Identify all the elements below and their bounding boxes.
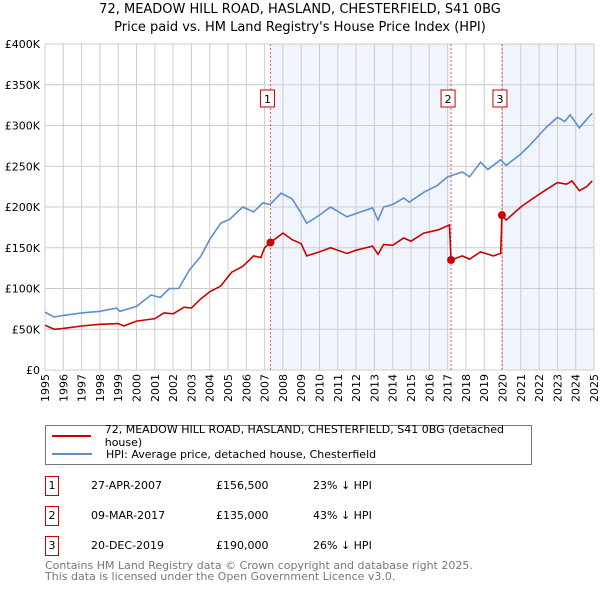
footer: Contains HM Land Registry data © Crown c… xyxy=(45,560,473,582)
transaction-hpi-diff: 26% ↓ HPI xyxy=(313,539,372,552)
x-tick-label: 2012 xyxy=(350,374,363,402)
x-tick-label: 2000 xyxy=(131,374,144,402)
x-tick-label: 2005 xyxy=(222,374,235,402)
x-tick-label: 2025 xyxy=(588,374,600,402)
x-tick-label: 2003 xyxy=(185,374,198,402)
sale-label: 3 xyxy=(496,93,503,106)
x-tick-label: 2020 xyxy=(497,374,510,402)
x-tick-label: 2010 xyxy=(314,374,327,402)
x-tick-label: 2013 xyxy=(368,374,381,402)
transaction-price: £135,000 xyxy=(216,509,269,522)
x-tick-label: 2016 xyxy=(423,374,436,402)
x-tick-label: 2011 xyxy=(332,374,345,402)
x-tick-label: 2019 xyxy=(478,374,491,402)
x-tick-label: 1997 xyxy=(76,374,89,402)
sale-label: 2 xyxy=(445,93,452,106)
legend-item-hpi: HPI: Average price, detached house, Ches… xyxy=(46,445,376,463)
footer-line: This data is licensed under the Open Gov… xyxy=(45,570,396,583)
transaction-price: £190,000 xyxy=(216,539,269,552)
footer-line: Contains HM Land Registry data © Crown c… xyxy=(45,559,473,572)
y-tick-label: £250K xyxy=(5,160,41,173)
sale-label-box xyxy=(440,89,456,108)
transaction-number: 2 xyxy=(45,506,59,526)
y-tick-label: £50K xyxy=(12,323,41,336)
x-tick-label: 2007 xyxy=(259,374,272,402)
x-tick-label: 2021 xyxy=(515,374,528,402)
y-tick-label: £300K xyxy=(5,120,41,133)
x-tick-label: 2024 xyxy=(570,374,583,402)
x-tick-label: 2017 xyxy=(442,374,455,402)
sale-point xyxy=(497,211,506,220)
legend-label: 72, MEADOW HILL ROAD, HASLAND, CHESTERFI… xyxy=(104,423,504,449)
x-tick-label: 1995 xyxy=(39,374,52,402)
sale-label: 1 xyxy=(264,93,271,106)
x-tick-label: 2015 xyxy=(405,374,418,402)
x-tick-label: 2023 xyxy=(551,374,564,402)
x-tick-label: 2018 xyxy=(460,374,473,402)
legend-item-property: 72, MEADOW HILL ROAD, HASLAND, CHESTERFI… xyxy=(46,423,531,449)
transaction-hpi-diff: 43% ↓ HPI xyxy=(313,509,372,522)
transaction-date: 27-APR-2007 xyxy=(91,479,163,492)
blue-line-swatch xyxy=(52,453,92,455)
y-tick-label: £350K xyxy=(5,79,41,92)
series-line xyxy=(44,112,593,318)
x-tick-label: 2002 xyxy=(167,374,180,402)
y-tick-label: £150K xyxy=(5,242,41,255)
transaction-date: 20-DEC-2019 xyxy=(91,539,165,552)
x-tick-label: 2008 xyxy=(277,374,290,402)
sale-point xyxy=(266,238,275,247)
x-tick-label: 2009 xyxy=(295,374,308,402)
sale-point xyxy=(447,255,456,264)
y-tick-label: £400K xyxy=(5,38,41,51)
legend-label: HPI: Average price, detached house, Ches… xyxy=(106,447,377,461)
series-line xyxy=(44,179,593,331)
transaction-date: 09-MAR-2017 xyxy=(91,509,166,522)
y-tick-label: £100K xyxy=(5,283,41,296)
x-tick-label: 2022 xyxy=(533,374,546,402)
chart-subtitle: Price paid vs. HM Land Registry's House … xyxy=(114,20,486,35)
x-tick-label: 1998 xyxy=(94,374,107,402)
y-tick-label: £200K xyxy=(5,201,41,214)
transaction-number: 3 xyxy=(45,536,59,556)
transaction-number: 1 xyxy=(45,476,59,496)
x-tick-label: 2004 xyxy=(204,374,217,402)
sale-label-box xyxy=(259,89,275,108)
x-tick-label: 1999 xyxy=(112,374,125,402)
x-tick-label: 1996 xyxy=(57,374,70,402)
transaction-price: £156,500 xyxy=(216,479,269,492)
x-tick-label: 2006 xyxy=(240,374,253,402)
x-tick-label: 2014 xyxy=(387,374,400,402)
sale-label-box xyxy=(492,89,508,108)
red-line-swatch xyxy=(52,435,91,437)
chart-title: 72, MEADOW HILL ROAD, HASLAND, CHESTERFI… xyxy=(99,2,501,17)
y-tick-label: £0 xyxy=(26,364,40,377)
x-tick-label: 2001 xyxy=(149,374,162,402)
price-chart: 1995 1996 1997 1998 1999 2000 2001 2002 2003 2004… xyxy=(5,38,600,402)
transaction-hpi-diff: 23% ↓ HPI xyxy=(313,479,372,492)
legend: 72, MEADOW HILL ROAD, HASLAND, CHESTERFI… xyxy=(45,423,532,465)
